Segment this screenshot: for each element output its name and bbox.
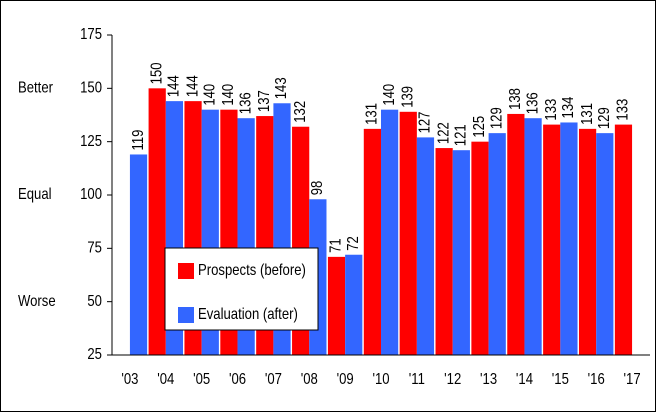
- bar: [596, 133, 614, 355]
- data-label: 136: [237, 92, 254, 114]
- data-label: 150: [148, 62, 165, 84]
- data-label: 131: [579, 103, 596, 125]
- x-tick-label: '13: [480, 371, 497, 388]
- bar: [471, 141, 489, 355]
- data-label: 72: [345, 236, 362, 251]
- bar: [399, 111, 417, 355]
- data-label: 138: [507, 88, 524, 110]
- bar: [435, 148, 453, 355]
- side-label: Better: [18, 79, 53, 96]
- bar: [524, 118, 542, 355]
- x-tick-label: '05: [193, 371, 210, 388]
- data-label: 140: [381, 84, 398, 106]
- data-label: 122: [435, 122, 452, 144]
- legend-swatch: [178, 307, 194, 323]
- x-tick-label: '15: [552, 371, 569, 388]
- data-label: 71: [328, 238, 345, 253]
- data-label: 143: [273, 77, 290, 99]
- data-label: 127: [417, 112, 434, 134]
- bar: [129, 154, 148, 355]
- x-tick-label: '17: [624, 371, 641, 388]
- x-tick-label: '12: [444, 371, 461, 388]
- x-tick-label: '16: [588, 371, 605, 388]
- data-label: 133: [615, 99, 632, 121]
- bar: [363, 128, 381, 355]
- bar: [614, 124, 633, 355]
- bar: [543, 124, 561, 355]
- y-tick-label: 100: [80, 186, 102, 203]
- bar: [560, 122, 578, 355]
- bar: [345, 254, 363, 355]
- data-label: 121: [452, 124, 469, 146]
- x-tick-label: '06: [229, 371, 246, 388]
- bar: [148, 88, 166, 355]
- x-tick-label: '03: [121, 371, 138, 388]
- data-label: 125: [471, 116, 488, 138]
- data-label: 129: [488, 107, 505, 129]
- legend-label: Prospects (before): [198, 262, 306, 279]
- y-tick-label: 125: [80, 133, 102, 150]
- bar: [578, 128, 597, 355]
- data-label: 139: [399, 86, 416, 108]
- bar: [507, 113, 525, 355]
- y-tick-label: 175: [80, 26, 102, 43]
- data-label: 119: [130, 130, 147, 151]
- data-label: 144: [166, 75, 183, 97]
- bar: [452, 150, 470, 355]
- data-label: 134: [560, 97, 577, 119]
- data-label: 129: [596, 107, 613, 129]
- data-label: 133: [543, 99, 560, 121]
- data-label: 137: [256, 90, 273, 112]
- y-tick-label: 25: [87, 346, 102, 363]
- data-label: 98: [309, 181, 326, 196]
- data-label: 136: [524, 92, 541, 114]
- bar: [416, 137, 435, 355]
- y-tick-label: 75: [87, 239, 102, 256]
- data-label: 140: [201, 84, 218, 106]
- y-tick-label: 150: [80, 79, 102, 96]
- y-tick-label: 50: [87, 293, 102, 310]
- data-label: 140: [220, 84, 237, 106]
- data-label: 132: [292, 101, 309, 123]
- bar: [381, 109, 399, 356]
- x-tick-label: '14: [516, 371, 533, 388]
- legend-swatch: [178, 263, 194, 279]
- bar: [327, 256, 346, 355]
- x-tick-label: '11: [409, 371, 425, 388]
- side-label: Worse: [18, 293, 56, 310]
- x-tick-label: '09: [337, 371, 354, 388]
- x-tick-label: '04: [157, 371, 174, 388]
- x-tick-label: '08: [301, 371, 318, 388]
- x-tick-label: '10: [372, 371, 389, 388]
- legend-label: Evaluation (after): [198, 306, 298, 323]
- data-label: 131: [363, 103, 380, 125]
- side-label: Equal: [18, 186, 52, 203]
- x-tick-label: '07: [265, 371, 282, 388]
- bar: [488, 133, 506, 355]
- data-label: 144: [184, 75, 201, 97]
